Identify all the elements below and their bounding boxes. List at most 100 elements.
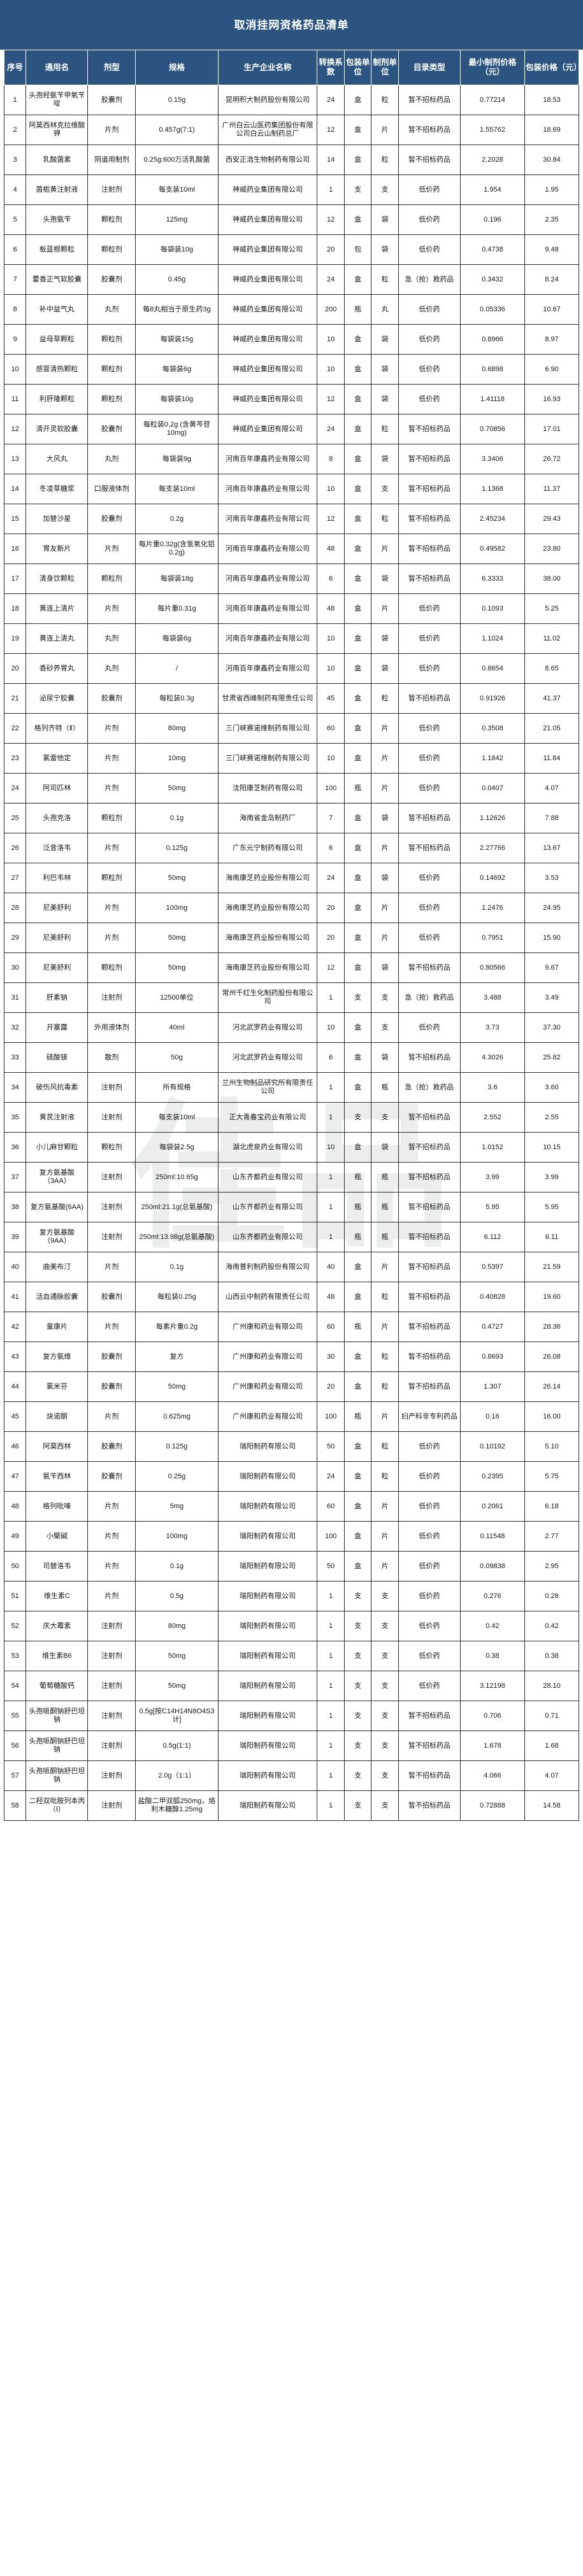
cell-pkgp: 17.01 (524, 414, 580, 444)
cell-pkg: 支 (343, 1760, 372, 1791)
cell-maker: 海南康芝药业股份有限公司 (217, 893, 318, 923)
cell-idx: 43 (3, 1341, 27, 1372)
cell-pkgp: 7.88 (524, 803, 580, 833)
cell-coef: 1 (317, 1611, 345, 1641)
cell-pkg: 盒 (343, 414, 372, 444)
cell-pkgp: 25.82 (524, 1042, 580, 1073)
cell-cat: 低价药 (398, 1641, 461, 1671)
cell-cat: 暂不招标药品 (398, 1730, 461, 1761)
cell-coef: 10 (317, 1132, 345, 1163)
cell-idx: 12 (3, 414, 27, 444)
cell-pkg: 盒 (343, 1371, 372, 1402)
cell-minp: 0.4738 (459, 234, 525, 265)
cell-minp: 4.3026 (459, 1042, 525, 1073)
cell-maker: 海南康芝药业股份有限公司 (217, 863, 318, 893)
cell-coef: 24 (317, 85, 345, 115)
cell-cat: 暂不招标药品 (398, 1132, 461, 1163)
cell-coef: 1 (317, 1581, 345, 1611)
cell-idx: 23 (3, 743, 27, 774)
cell-idx: 46 (3, 1431, 27, 1462)
cell-spec: 12500单位 (135, 982, 219, 1013)
cell-maker: 神威药业集团有限公司 (217, 384, 318, 414)
cell-maker: 三门峡赛诺维制药有限公司 (217, 713, 318, 744)
cell-name: 复方氨基酸(6AA) (25, 1192, 89, 1222)
cell-cat: 暂不招标药品 (398, 833, 461, 863)
cell-name: 活血通脉胶囊 (25, 1282, 89, 1312)
cell-prep: 片 (371, 593, 399, 624)
cell-maker: 山东齐都药业有限公司 (217, 1192, 318, 1222)
cell-minp: 3.3406 (459, 444, 525, 474)
cell-spec: 每袋装2.5g (135, 1132, 219, 1163)
cell-idx: 13 (3, 444, 27, 474)
cell-name: 二羟双吡胺列本丙（Ⅰ） (25, 1790, 89, 1821)
cell-cat: 急（抢）救药品 (398, 982, 461, 1013)
cell-coef: 30 (317, 1341, 345, 1372)
cell-idx: 14 (3, 474, 27, 504)
cell-coef: 60 (317, 1491, 345, 1522)
cell-idx: 8 (3, 294, 27, 325)
cell-pkgp: 0.42 (524, 1611, 580, 1641)
cell-coef: 200 (317, 294, 345, 325)
table-row: 2 阿莫西林克拉维酸钾 片剂 0.457g(7:1) 广州白云山医药集团股份有限公司白云… (3, 115, 580, 145)
cell-name: 复方氨基酸（9AA） (25, 1222, 89, 1252)
cell-coef: 48 (317, 1282, 345, 1312)
cell-idx: 29 (3, 923, 27, 953)
column-header-name: 通用名 (25, 50, 89, 85)
cell-minp: 1.12626 (459, 803, 525, 833)
cell-coef: 60 (317, 713, 345, 744)
cell-pkg: 盒 (343, 264, 372, 295)
cell-idx: 45 (3, 1401, 27, 1432)
cell-coef: 1 (317, 1072, 345, 1103)
cell-prep: 片 (371, 1551, 399, 1582)
cell-prep: 粒 (371, 264, 399, 295)
cell-coef: 24 (317, 1461, 345, 1492)
table-row: 20 香砂养胃丸 丸剂 / 河南百年康鑫药业有限公司 10 盒袋低价药 0.8654 8.65 (3, 653, 580, 684)
cell-prep: 瓶 (371, 1222, 399, 1252)
cell-idx: 34 (3, 1072, 27, 1103)
cell-form: 胶囊剂 (87, 504, 136, 534)
cell-cat: 暂不招标药品 (398, 1760, 461, 1791)
cell-form: 注射剂 (87, 1641, 136, 1671)
cell-coef: 14 (317, 145, 345, 175)
cell-cat: 暂不招标药品 (398, 1192, 461, 1222)
cell-name: 格列吡嗪 (25, 1491, 89, 1522)
cell-pkgp: 6.18 (524, 1491, 580, 1522)
cell-minp: 0.05336 (459, 294, 525, 325)
column-header-spec: 规格 (135, 50, 219, 85)
cell-prep: 袋 (371, 863, 399, 893)
cell-minp: 0.8693 (459, 1341, 525, 1372)
cell-minp: 0.72888 (459, 1790, 525, 1821)
cell-pkgp: 13.67 (524, 833, 580, 863)
table-row: 9 益母草颗粒 颗粒剂 每袋装15g 神威药业集团有限公司 10 盒袋低价药 0.8966 8.… (3, 324, 580, 355)
cell-spec: 0.2g (135, 504, 219, 534)
cell-pkg: 盒 (343, 324, 372, 355)
cell-name: 补中益气丸 (25, 294, 89, 325)
table-row: 50 司替洛韦 片剂 0.1g 瑞阳制药有限公司 50 盒片低价药 0.09838 2.95 (3, 1551, 580, 1582)
cell-coef: 24 (317, 264, 345, 295)
cell-maker: 沈阳康芝制药有限公司 (217, 773, 318, 803)
cell-coef: 10 (317, 623, 345, 654)
cell-maker: 瑞阳制药有限公司 (217, 1611, 318, 1641)
cell-form: 注射剂 (87, 1790, 136, 1821)
cell-maker: 昆明积大制药股份有限公司 (217, 85, 318, 115)
cell-cat: 暂不招标药品 (398, 444, 461, 474)
cell-form: 颗粒剂 (87, 384, 136, 414)
cell-spec: 50mg (135, 1671, 219, 1701)
table-row: 22 格列齐特（Ⅱ） 片剂 80mg 三门峡赛诺维制药有限公司 60 盒片低价药 0.3508… (3, 713, 580, 744)
cell-minp: 6.3333 (459, 563, 525, 594)
cell-name: 维生素B6 (25, 1641, 89, 1671)
cell-prep: 支 (371, 1641, 399, 1671)
cell-pkg: 瓶 (343, 773, 372, 803)
cell-coef: 24 (317, 863, 345, 893)
cell-pkgp: 29.43 (524, 504, 580, 534)
cell-pkgp: 16.93 (524, 384, 580, 414)
cell-name: 氯雷他定 (25, 743, 89, 774)
cell-maker: 广州白云山医药集团股份有限公司白云山制药总厂 (217, 115, 318, 145)
cell-coef: 100 (317, 1401, 345, 1432)
cell-prep: 片 (371, 893, 399, 923)
cell-prep: 丸 (371, 294, 399, 325)
cell-pkgp: 3.53 (524, 863, 580, 893)
cell-idx: 25 (3, 803, 27, 833)
cell-pkg: 支 (343, 1102, 372, 1133)
cell-cat: 暂不招标药品 (398, 504, 461, 534)
